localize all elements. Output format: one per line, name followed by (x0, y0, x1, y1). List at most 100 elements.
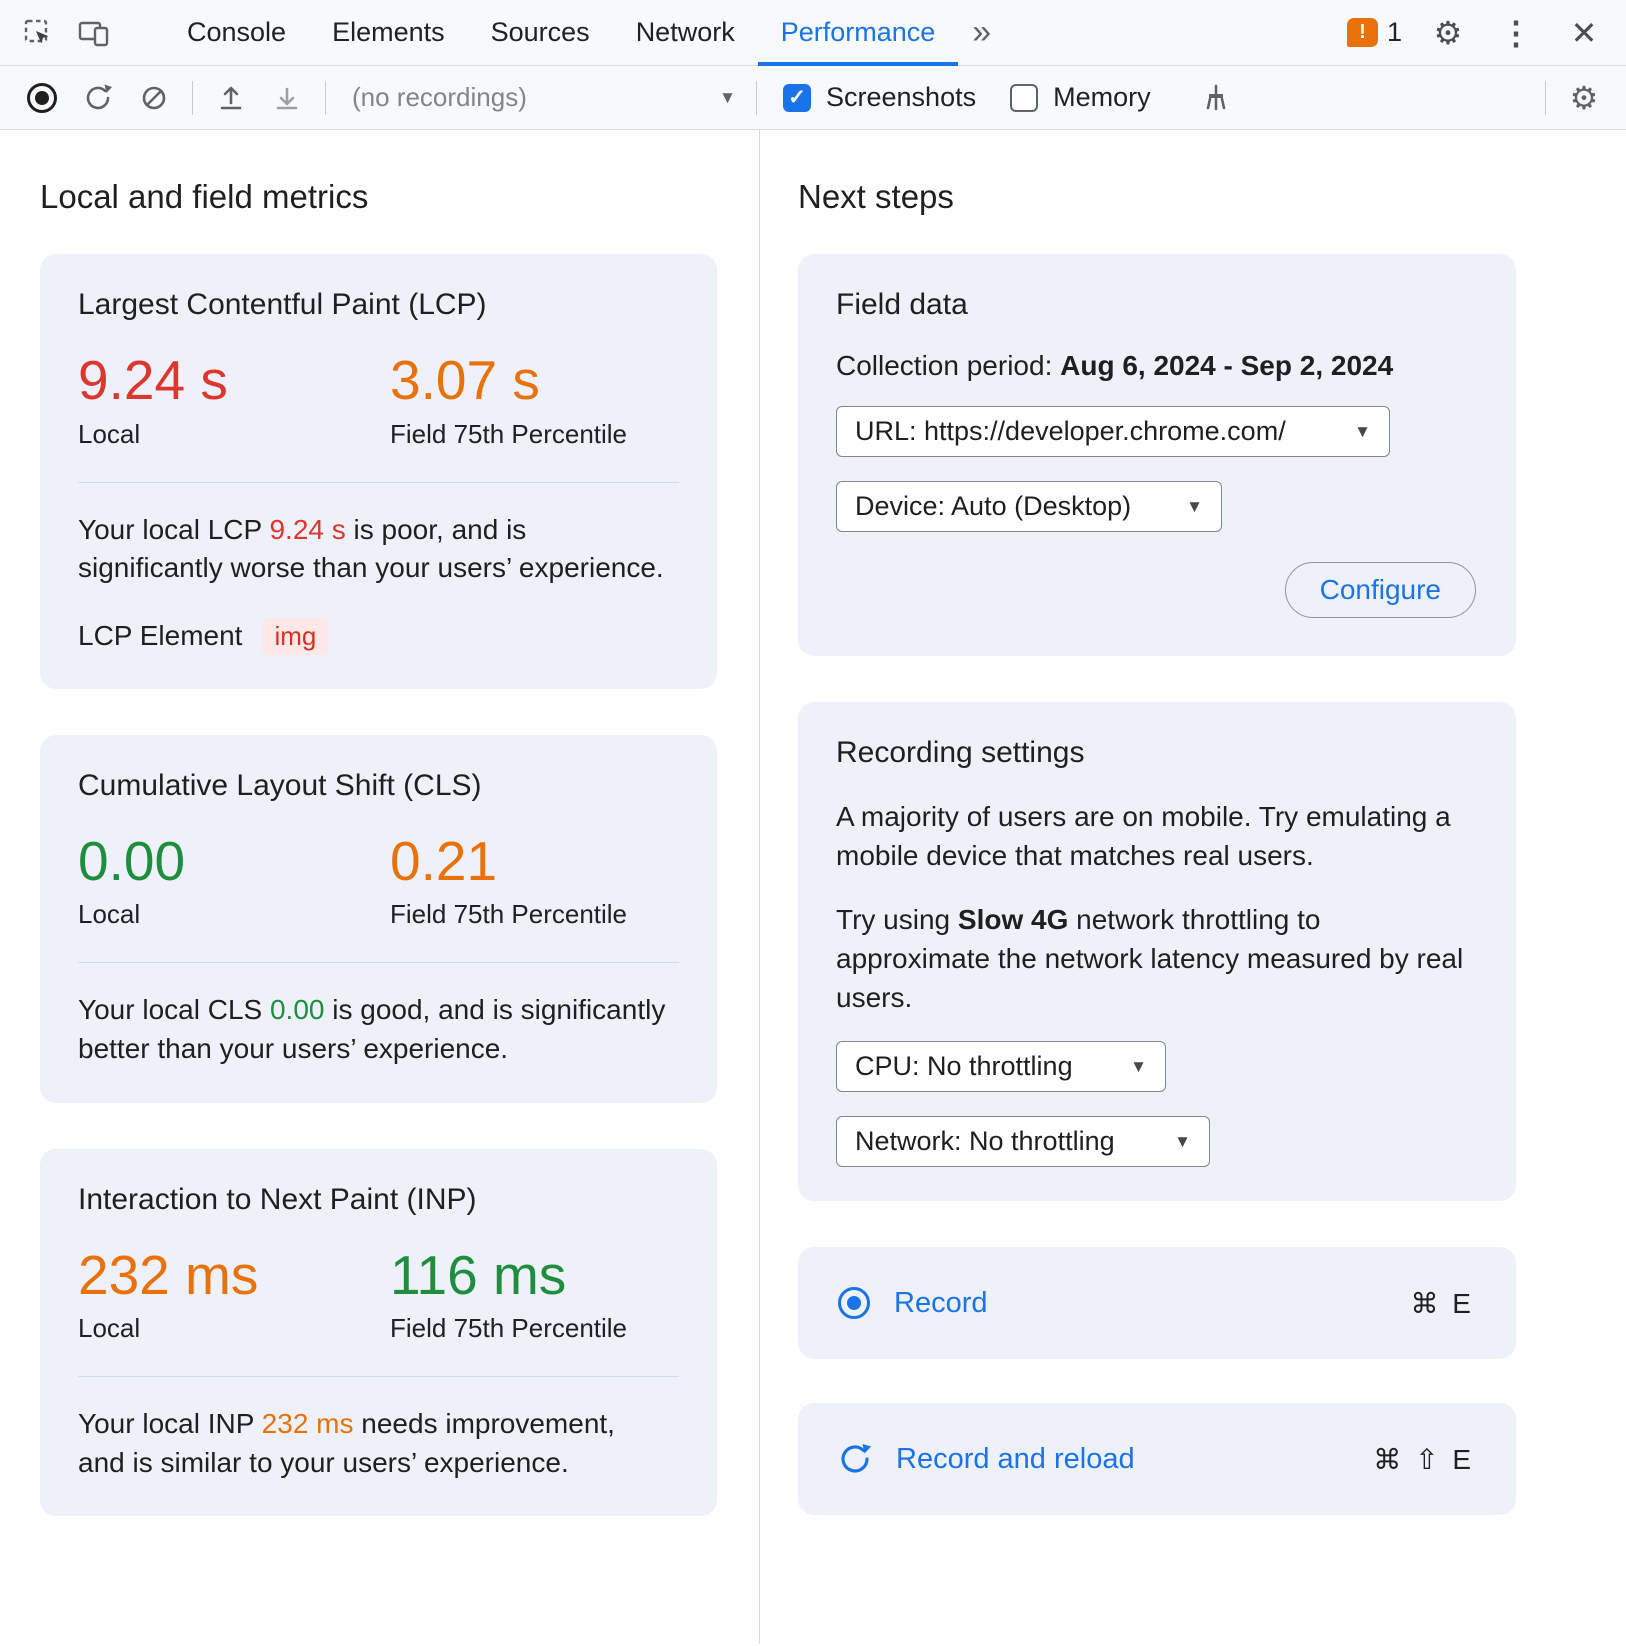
capture-settings-gear-icon[interactable]: ⚙ (1556, 70, 1612, 126)
more-tabs-icon[interactable]: » (972, 13, 992, 51)
card-divider (78, 1376, 679, 1377)
tab-sources[interactable]: Sources (490, 17, 590, 47)
checkbox-checked-icon: ✓ (783, 83, 811, 112)
more-options-icon[interactable]: ⋮ (1488, 5, 1544, 61)
record-and-reload-action-button[interactable]: Record and reload ⌘ ⇧ E (798, 1403, 1516, 1516)
devtools-tab-bar: Console Elements Sources Network Perform… (0, 0, 1626, 66)
device-toolbar-icon[interactable] (66, 5, 122, 61)
tab-performance[interactable]: Performance (757, 0, 959, 66)
next-steps-heading: Next steps (798, 178, 954, 215)
settings-gear-icon[interactable]: ⚙ (1420, 5, 1476, 61)
record-and-reload-toolbar-icon[interactable] (70, 70, 126, 126)
clear-icon[interactable] (126, 70, 182, 126)
field-data-title: Field data (836, 288, 968, 321)
field-label: Field 75th Percentile (390, 1313, 628, 1343)
period-value: Aug 6, 2024 - Sep 2, 2024 (1060, 350, 1394, 381)
configure-button[interactable]: Configure (1284, 562, 1476, 618)
record-shortcut: ⌘ E (1410, 1287, 1474, 1319)
gear-glyph: ⚙ (1433, 14, 1463, 51)
cls-card: Cumulative Layout Shift (CLS) 0.00 Local… (40, 734, 717, 1103)
desc-text: Your local INP (78, 1408, 262, 1439)
cls-field-value: 0.21 (390, 829, 498, 892)
metrics-heading: Local and field metrics (40, 178, 369, 215)
lcp-local-value: 9.24 s (78, 349, 228, 411)
local-label: Local (78, 418, 141, 449)
record-and-reload-shortcut: ⌘ ⇧ E (1373, 1443, 1474, 1475)
check-glyph: ✓ (788, 86, 806, 109)
record-icon (27, 82, 57, 113)
cpu-dropdown-label: CPU: No throttling (855, 1051, 1073, 1082)
gear-glyph: ⚙ (1569, 79, 1599, 116)
collect-garbage-icon[interactable] (1185, 70, 1241, 126)
dropdown-caret-icon: ▼ (1354, 422, 1371, 441)
metrics-pane: Local and field metrics Largest Contentf… (0, 130, 760, 1644)
desc-value: 232 ms (261, 1408, 354, 1439)
field-value-block: 3.07 s Field 75th Percentile (390, 350, 702, 450)
inp-values: 232 ms Local 116 ms Field 75th Percentil… (78, 1243, 679, 1345)
desc-value: 9.24 s (269, 513, 346, 545)
record-label: Record (894, 1286, 988, 1319)
close-devtools-icon[interactable]: ✕ (1556, 5, 1612, 61)
performance-toolbar: (no recordings) ▼ ✓ Screenshots Memory ⚙ (0, 66, 1626, 130)
lcp-element-link[interactable]: img (262, 617, 329, 655)
local-label: Local (78, 899, 141, 930)
network-throttling-dropdown[interactable]: Network: No throttling ▼ (836, 1116, 1210, 1168)
toolbar-divider (756, 80, 757, 115)
para2-bold: Slow 4G (957, 904, 1069, 936)
field-value-block: 0.21 Field 75th Percentile (390, 831, 702, 931)
reload-icon (838, 1442, 872, 1476)
issue-icon: ! (1346, 18, 1378, 47)
local-value-block: 0.00 Local (78, 831, 390, 931)
field-label: Field 75th Percentile (390, 418, 628, 449)
lcp-field-value: 3.07 s (390, 349, 540, 411)
desc-text: is poor, and is significantly worse than… (78, 513, 664, 584)
toolbar-divider (325, 80, 326, 115)
close-glyph: ✕ (1570, 14, 1598, 51)
recording-settings-para2: Try using Slow 4G network throttling to … (836, 901, 1478, 1017)
record-action-button[interactable]: Record ⌘ E (798, 1247, 1516, 1360)
cls-local-value: 0.00 (78, 829, 186, 892)
load-profile-icon[interactable] (203, 70, 259, 126)
issues-badge[interactable]: ! 1 (1341, 17, 1408, 48)
inspect-element-icon[interactable] (10, 5, 66, 61)
performance-panel-body: Local and field metrics Largest Contentf… (0, 130, 1626, 1644)
dropdown-caret-icon: ▼ (1130, 1057, 1147, 1077)
tabbar-actions: ! 1 ⚙ ⋮ ✕ (1341, 5, 1616, 61)
recordings-history-dropdown[interactable]: (no recordings) ▼ (336, 82, 746, 113)
inp-card-title: Interaction to Next Paint (INP) (78, 1182, 477, 1216)
para2-text: Try using (836, 904, 958, 936)
lcp-card-title: Largest Contentful Paint (LCP) (78, 288, 487, 321)
tab-network[interactable]: Network (635, 17, 735, 47)
desc-text: Your local LCP (78, 513, 270, 545)
lcp-card: Largest Contentful Paint (LCP) 9.24 s Lo… (40, 254, 717, 689)
next-steps-pane: Next steps Field data Collection period:… (760, 130, 1626, 1644)
card-divider (78, 962, 679, 964)
recording-settings-para1: A majority of users are on mobile. Try e… (836, 801, 1451, 871)
cpu-throttling-dropdown[interactable]: CPU: No throttling ▼ (836, 1041, 1166, 1093)
record-icon (838, 1287, 870, 1320)
field-label: Field 75th Percentile (390, 899, 628, 930)
panel-tabs: Console Elements Sources Network Perform… (164, 0, 958, 66)
cls-card-title: Cumulative Layout Shift (CLS) (78, 768, 482, 802)
url-dropdown[interactable]: URL: https://developer.chrome.com/ ▼ (836, 406, 1390, 457)
memory-checkbox[interactable]: Memory (1010, 82, 1151, 113)
screenshots-checkbox[interactable]: ✓ Screenshots (783, 82, 976, 113)
local-value-block: 232 ms Local (78, 1243, 390, 1345)
inp-local-value: 232 ms (78, 1243, 259, 1306)
inp-field-value: 116 ms (390, 1243, 567, 1306)
checkbox-unchecked-icon (1010, 83, 1039, 112)
dropdown-caret-icon: ▼ (719, 88, 736, 107)
recording-settings-card: Recording settings A majority of users a… (798, 702, 1516, 1202)
para2-text: network throttling to approximate the ne… (836, 904, 1464, 1013)
device-dropdown[interactable]: Device: Auto (Desktop) ▼ (836, 481, 1222, 532)
record-toolbar-button[interactable] (14, 70, 70, 126)
save-profile-icon[interactable] (259, 70, 315, 126)
inp-description: Your local INP 232 ms needs improvement,… (78, 1405, 666, 1482)
cls-values: 0.00 Local 0.21 Field 75th Percentile (78, 831, 679, 931)
tab-elements[interactable]: Elements (332, 17, 445, 47)
lcp-description: Your local LCP 9.24 s is poor, and is si… (78, 511, 666, 588)
network-dropdown-label: Network: No throttling (855, 1126, 1115, 1157)
screenshots-label: Screenshots (826, 82, 977, 112)
memory-label: Memory (1053, 82, 1151, 112)
tab-console[interactable]: Console (187, 17, 287, 47)
